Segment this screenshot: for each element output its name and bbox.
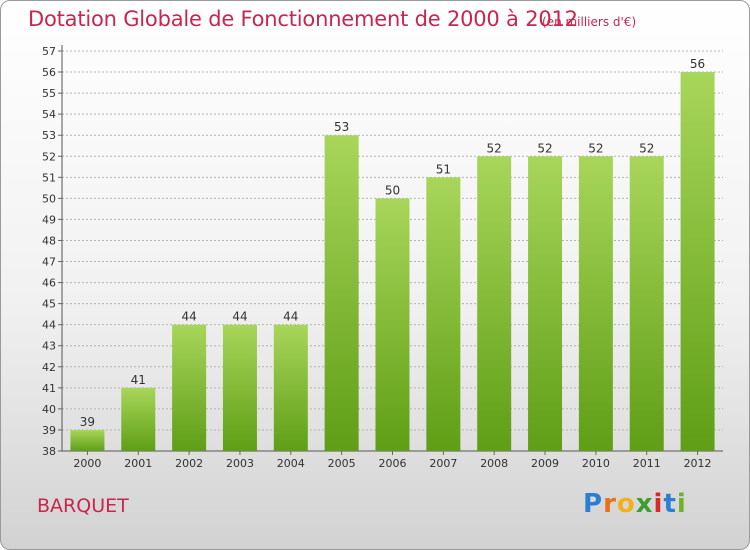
data-label: 50 — [385, 183, 400, 197]
bar — [70, 429, 105, 451]
data-label: 52 — [639, 141, 654, 155]
data-label: 52 — [588, 141, 603, 155]
logo-letter: x — [635, 489, 654, 519]
y-tick-label: 39 — [42, 424, 56, 437]
bar — [121, 387, 156, 451]
y-tick-label: 51 — [42, 171, 56, 184]
data-label: 39 — [80, 415, 95, 429]
y-tick-label: 41 — [42, 382, 56, 395]
y-tick-label: 54 — [42, 108, 56, 121]
bar — [477, 156, 512, 451]
logo-letter: i — [676, 489, 687, 519]
y-tick-label: 43 — [42, 340, 56, 353]
data-label: 52 — [487, 141, 502, 155]
logo-letter: P — [583, 489, 604, 519]
y-tick-label: 44 — [42, 319, 56, 332]
bar — [273, 324, 308, 451]
unit-note: (en milliers d'€) — [542, 15, 637, 29]
x-tick-label: 2008 — [480, 457, 508, 470]
proxiti-logo: Proxiti — [583, 489, 687, 519]
bar — [680, 72, 715, 451]
logo-letter: i — [653, 489, 664, 519]
bar — [528, 156, 563, 451]
logo-letter: o — [616, 489, 636, 519]
x-tick-label: 2005 — [328, 457, 356, 470]
y-tick-label: 46 — [42, 277, 56, 290]
y-tick-label: 38 — [42, 445, 56, 458]
y-tick-label: 49 — [42, 213, 56, 226]
x-tick-label: 2002 — [175, 457, 203, 470]
bar — [172, 324, 207, 451]
x-tick-label: 2006 — [379, 457, 407, 470]
y-tick-label: 42 — [42, 361, 56, 374]
y-tick-label: 47 — [42, 256, 56, 269]
y-tick-label: 45 — [42, 298, 56, 311]
x-tick-label: 2001 — [124, 457, 152, 470]
bar — [578, 156, 613, 451]
logo-letter: t — [663, 489, 677, 519]
x-tick-label: 2003 — [226, 457, 254, 470]
data-label: 44 — [232, 310, 247, 324]
bar — [426, 177, 461, 451]
y-tick-label: 55 — [42, 87, 56, 100]
y-tick-label: 57 — [42, 45, 56, 58]
bar — [375, 198, 410, 451]
bar — [222, 324, 257, 451]
x-tick-label: 2011 — [633, 457, 661, 470]
chart-title: Dotation Globale de Fonctionnement de 20… — [28, 7, 578, 31]
labels: 38 39 40 41 42 43 44 45 46 47 48 49 50 51 52 53 54 55 56 57… — [42, 45, 712, 470]
data-label: 41 — [131, 373, 146, 387]
y-tick-label: 50 — [42, 192, 56, 205]
logo-letter: r — [603, 489, 617, 519]
data-label: 53 — [334, 120, 349, 134]
data-label: 56 — [690, 57, 705, 71]
x-tick-label: 2004 — [277, 457, 305, 470]
bar — [324, 135, 359, 452]
x-tick-label: 2009 — [531, 457, 559, 470]
x-tick-label: 2010 — [582, 457, 610, 470]
x-tick-label: 2012 — [684, 457, 712, 470]
y-tick-label: 48 — [42, 234, 56, 247]
place-name: BARQUET — [37, 495, 129, 517]
bars — [70, 72, 715, 452]
data-label: 44 — [283, 310, 298, 324]
y-tick-label: 40 — [42, 403, 56, 416]
x-tick-label: 2007 — [429, 457, 457, 470]
y-tick-label: 56 — [42, 66, 56, 79]
data-label: 51 — [436, 162, 451, 176]
y-tick-label: 53 — [42, 129, 56, 142]
data-label: 44 — [181, 310, 196, 324]
y-tick-label: 52 — [42, 150, 56, 163]
bar — [629, 156, 664, 451]
x-tick-label: 2000 — [73, 457, 101, 470]
data-label: 52 — [537, 141, 552, 155]
